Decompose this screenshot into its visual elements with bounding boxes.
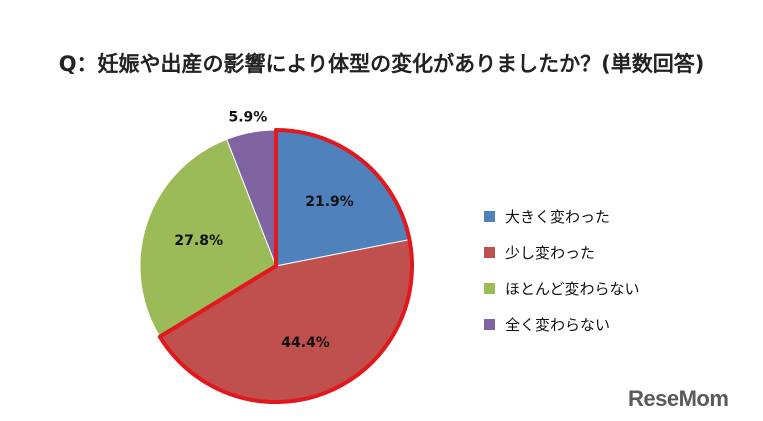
slice-3	[139, 138, 277, 338]
legend-label: 大きく変わった	[505, 207, 611, 226]
pie-slices	[139, 128, 414, 404]
resemom-logo: ReseMom	[628, 386, 729, 411]
legend-item: 大きく変わった	[484, 206, 640, 226]
legend-swatch	[484, 282, 495, 294]
legend-item: 全く変わらない	[484, 314, 640, 334]
legend-label: 全く変わらない	[505, 315, 611, 334]
legend-label: ほとんど変わらない	[505, 279, 640, 298]
legend-swatch	[484, 246, 495, 258]
chart-title: Q：妊娠や出産の影響により体型の変化がありましたか？(単数回答)	[58, 52, 705, 76]
legend-label: 少し変わった	[505, 243, 596, 262]
legend-swatch	[484, 210, 495, 222]
value-label: 27.8%	[174, 233, 223, 249]
value-label: 44.4%	[281, 335, 330, 351]
legend-swatch	[484, 318, 495, 330]
value-label: 5.9%	[229, 109, 268, 125]
legend: 大きく変わった 少し変わったほとんど変わらない 全く変わらない	[484, 206, 640, 350]
value-label: 21.9%	[305, 194, 354, 210]
legend-item: 少し変わった	[484, 242, 640, 262]
highlight-outline	[157, 128, 414, 404]
pie-labels: 21.9% 44.4% 27.8% 5.9%	[174, 109, 353, 351]
legend-item: ほとんど変わらない	[484, 278, 640, 298]
